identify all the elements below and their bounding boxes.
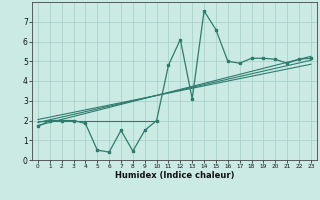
X-axis label: Humidex (Indice chaleur): Humidex (Indice chaleur)	[115, 171, 234, 180]
